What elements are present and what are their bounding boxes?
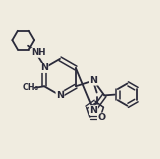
Text: CH₃: CH₃ [22, 83, 39, 92]
Text: N: N [40, 63, 48, 73]
Text: NH: NH [31, 48, 46, 57]
Text: N: N [89, 76, 97, 85]
Text: O: O [97, 113, 106, 122]
Text: N: N [56, 91, 64, 100]
Text: N: N [89, 106, 97, 115]
